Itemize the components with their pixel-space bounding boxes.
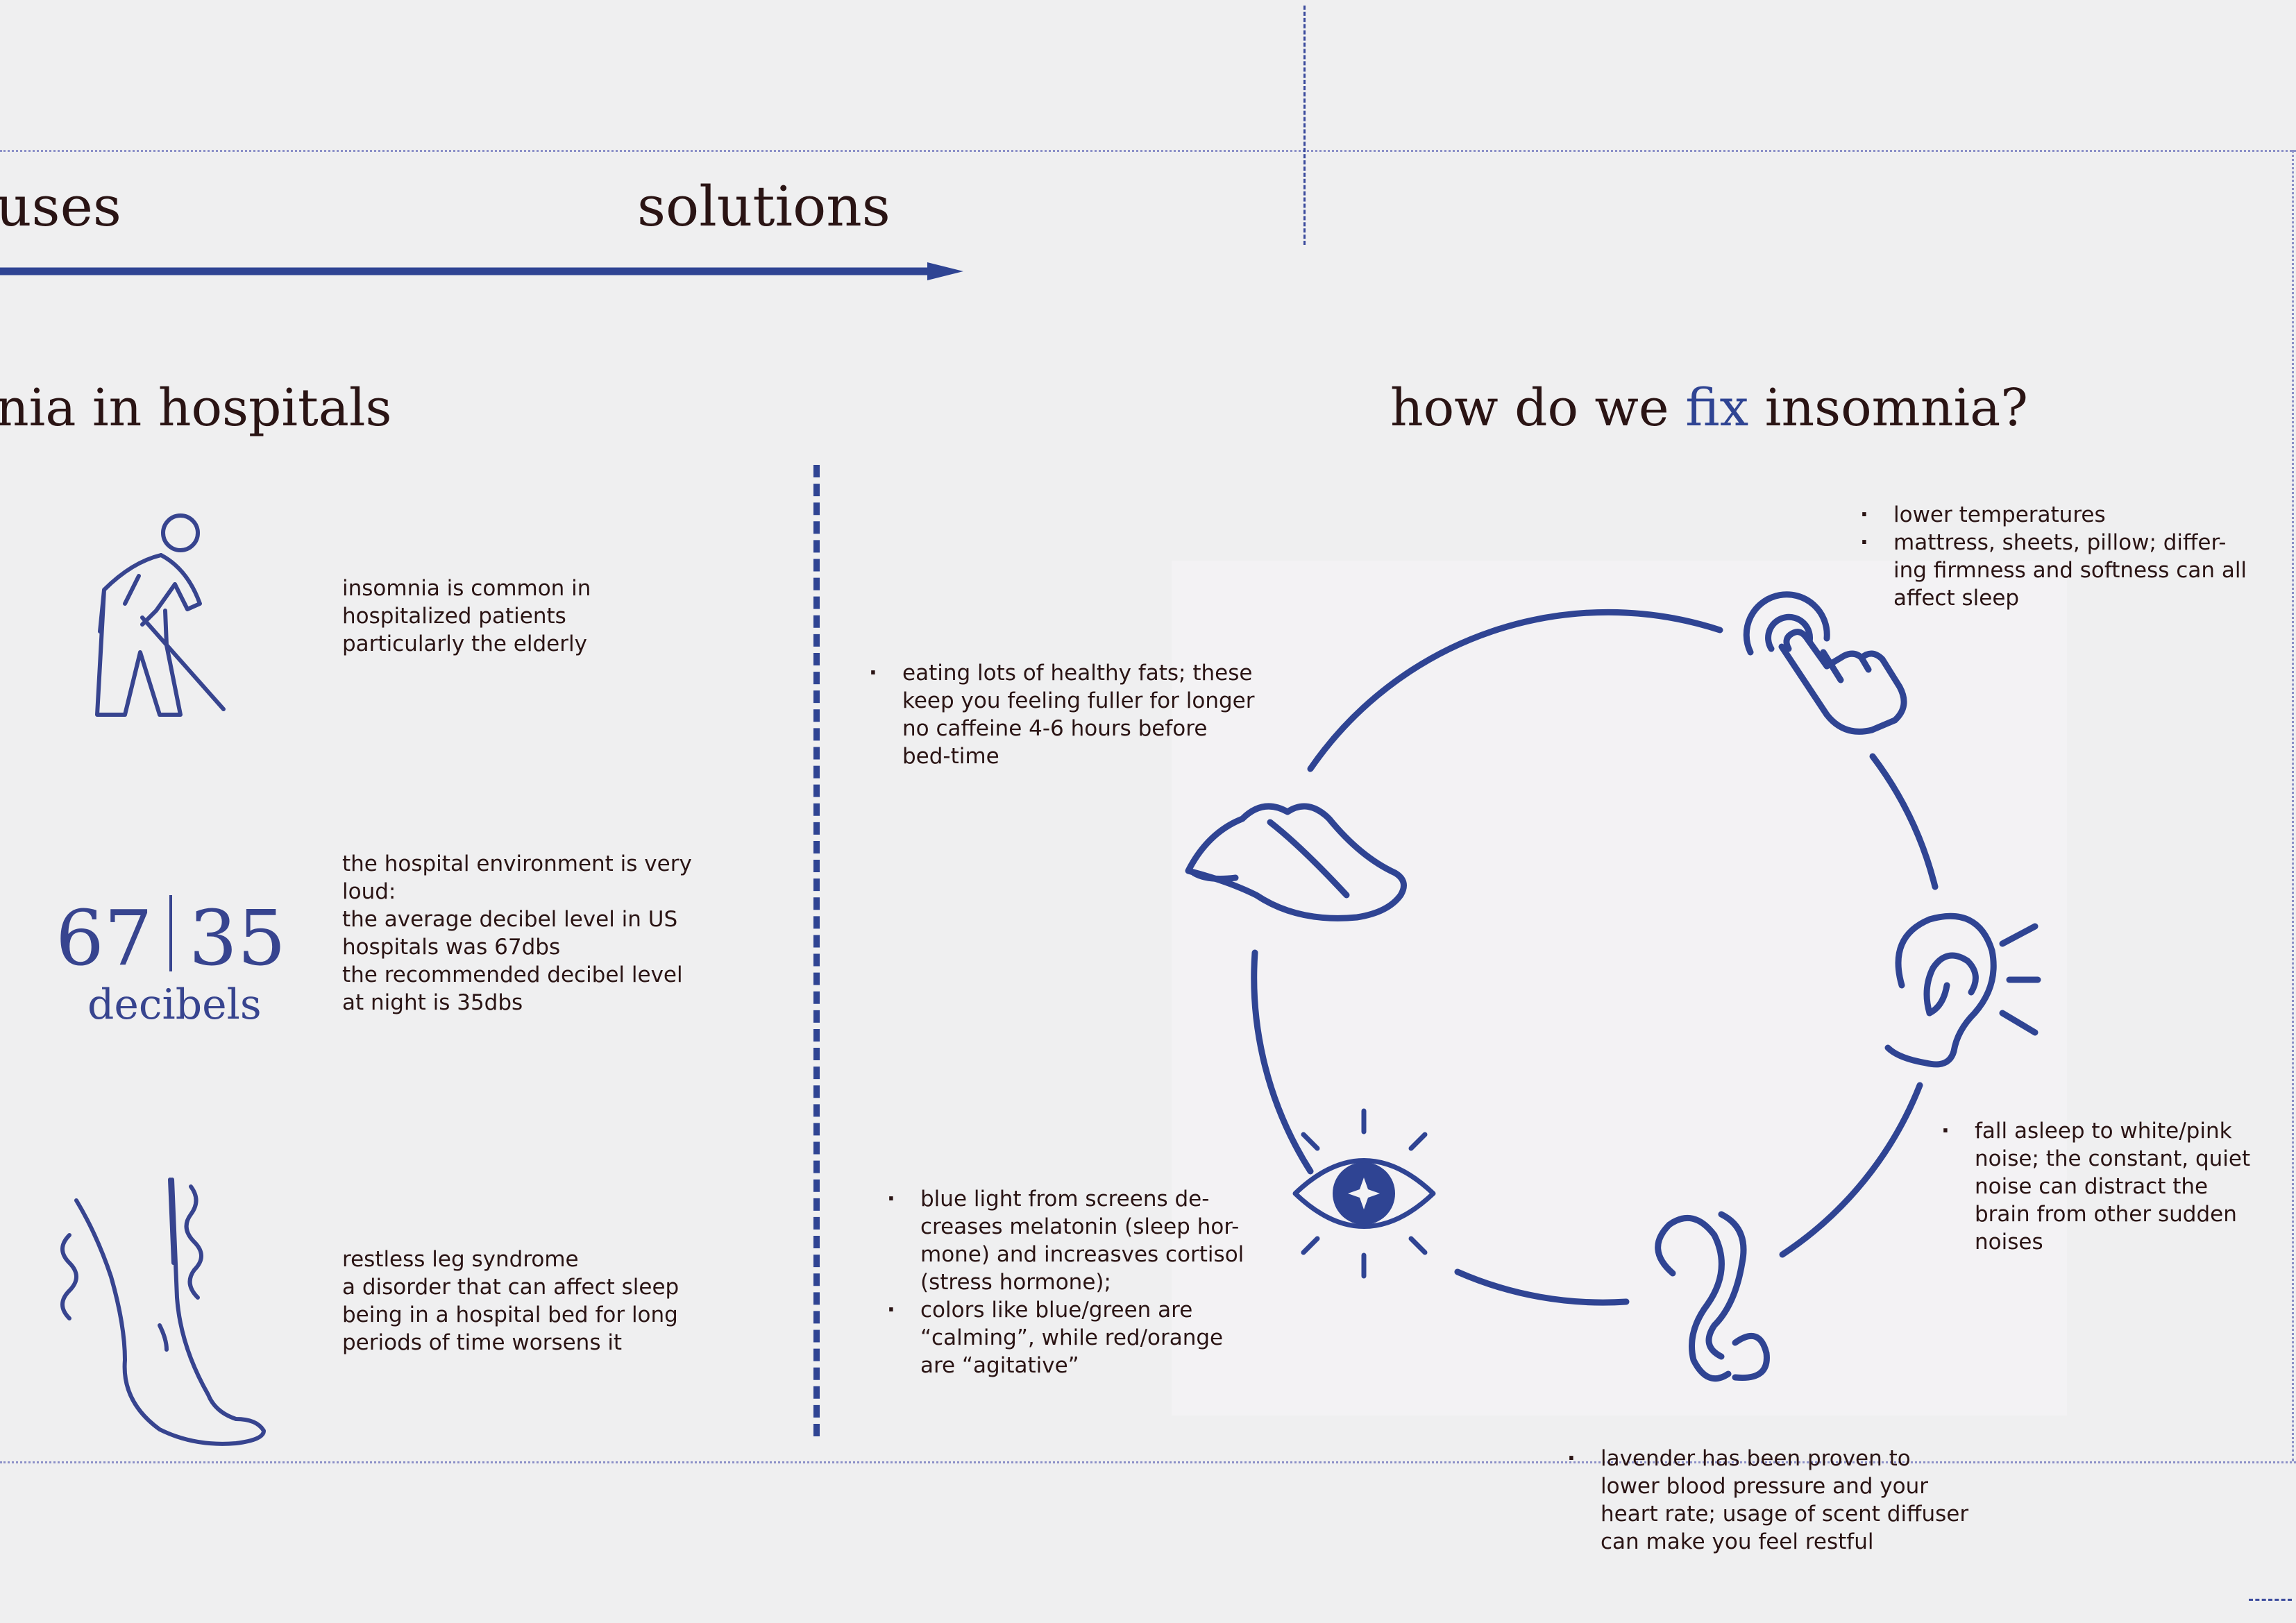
hearing-bullet: fall asleep to white/pink noise; the con… bbox=[1941, 1117, 2261, 1256]
decibel-divider bbox=[169, 895, 172, 971]
hearing-bullets: fall asleep to white/pink noise; the con… bbox=[1941, 1117, 2261, 1256]
top-guide-line bbox=[0, 150, 2296, 152]
corner-dash-marks bbox=[2249, 1599, 2292, 1601]
senses-diagram-panel bbox=[1172, 561, 2067, 1416]
eye-icon bbox=[1290, 1107, 1439, 1280]
sight-bullet-1: blue light from screens de-creases melat… bbox=[887, 1185, 1248, 1296]
bottom-guide-line bbox=[0, 1461, 2296, 1463]
solutions-label: solutions bbox=[637, 174, 890, 239]
restless-leg-icon bbox=[56, 1173, 278, 1450]
elderly-person-icon bbox=[83, 507, 236, 722]
smell-bullets: lavender has been proven to lower blood … bbox=[1567, 1445, 1970, 1556]
top-center-guide-line bbox=[1303, 6, 1306, 245]
decibel-text: the hospital environment is very loud: t… bbox=[342, 851, 692, 1015]
touch-icon bbox=[1723, 583, 1910, 742]
left-section-title: nia in hospitals bbox=[0, 378, 392, 438]
touch-bullet-1: lower temperatures bbox=[1860, 501, 2249, 529]
touch-bullets: lower temperatures mattress, sheets, pil… bbox=[1860, 501, 2249, 612]
ear-icon bbox=[1874, 902, 2048, 1076]
decibel-stat: 67 35 bbox=[56, 895, 286, 976]
right-edge-guide-line bbox=[2292, 150, 2294, 1461]
taste-bullets: eating lots of healthy fats; these keep … bbox=[869, 659, 1258, 770]
title-part-1: how do we bbox=[1390, 378, 1686, 438]
touch-bullet-2: mattress, sheets, pillow; differ-ing fir… bbox=[1860, 529, 2249, 612]
elderly-text: insomnia is common in hospitalized patie… bbox=[342, 576, 591, 656]
causes-label: uses bbox=[0, 174, 121, 239]
right-section-title: how do we fix insomnia? bbox=[1390, 382, 2028, 434]
scent-swirl-icon bbox=[1638, 1207, 1777, 1395]
decibel-unit: decibels bbox=[87, 980, 262, 1029]
tongue-icon bbox=[1180, 791, 1416, 930]
section-divider bbox=[813, 465, 820, 1436]
taste-bullet: eating lots of healthy fats; these keep … bbox=[869, 659, 1258, 770]
restless-leg-text: restless leg syndrome a disorder that ca… bbox=[342, 1247, 679, 1355]
sight-bullets: blue light from screens de-creases melat… bbox=[887, 1185, 1248, 1379]
senses-cycle-ring bbox=[1172, 561, 2067, 1416]
smell-bullet: lavender has been proven to lower blood … bbox=[1567, 1445, 1970, 1556]
title-accent-fix: fix bbox=[1685, 378, 1749, 438]
title-part-2: insomnia? bbox=[1748, 378, 2028, 438]
decibel-recommended-value: 35 bbox=[188, 894, 286, 983]
decibel-average-value: 67 bbox=[56, 894, 153, 983]
sight-bullet-2: colors like blue/green are “calming”, wh… bbox=[887, 1296, 1248, 1379]
timeline-arrow-icon bbox=[0, 258, 972, 286]
